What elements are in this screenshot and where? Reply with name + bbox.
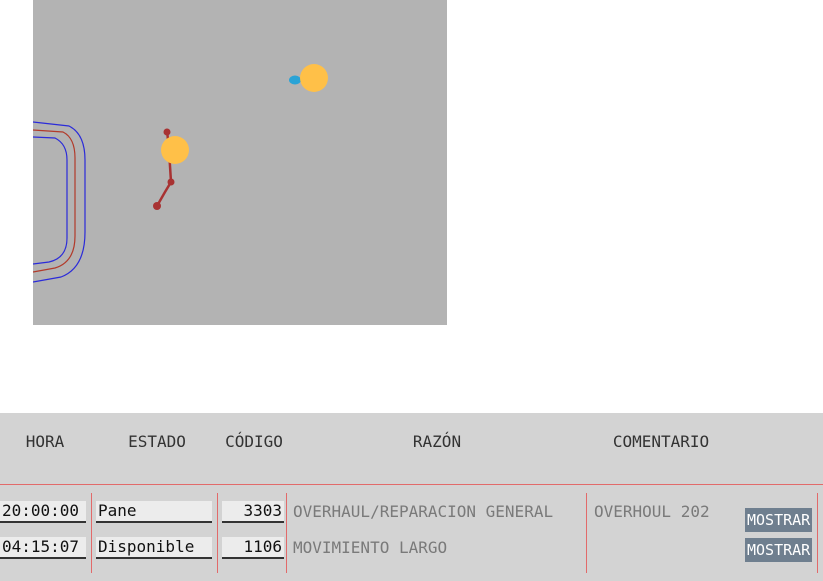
map-canvas[interactable] (33, 0, 447, 325)
row-razon-text: OVERHAUL/REPARACION GENERAL (293, 502, 554, 521)
header-razon: RAZÓN (412, 432, 462, 451)
column-separator (286, 493, 287, 573)
column-separator (217, 493, 218, 573)
events-table: HORA ESTADO CÓDIGO RAZÓN COMENTARIO 20:0… (0, 413, 823, 581)
road-inner-line (33, 136, 68, 265)
row-razon-text: MOVIMIENTO LARGO (293, 538, 448, 557)
column-separator (817, 493, 818, 573)
vehicle-marker-1[interactable] (161, 136, 189, 164)
header-codigo: CÓDIGO (225, 432, 283, 451)
header-estado: ESTADO (128, 432, 186, 451)
vehicle-marker-2[interactable] (300, 64, 328, 92)
track-point-mid (167, 178, 175, 186)
road-outer-line (33, 121, 86, 283)
road-middle-line (33, 129, 76, 273)
row-hora-field[interactable]: 04:15:07 (0, 537, 86, 559)
vehicle-track-blue (289, 75, 301, 85)
row-estado-field[interactable]: Pane (96, 501, 212, 523)
column-separator (91, 493, 92, 573)
row-codigo-field[interactable]: 1106 (222, 537, 284, 559)
track-point-start (163, 128, 171, 136)
column-separator (586, 493, 587, 573)
row-estado-field[interactable]: Disponible (96, 537, 212, 559)
row-codigo-field[interactable]: 3303 (222, 501, 284, 523)
mostrar-button[interactable]: MOSTRAR (745, 538, 813, 562)
header-divider (0, 484, 823, 485)
header-comentario: COMENTARIO (612, 432, 710, 451)
row-hora-field[interactable]: 20:00:00 (0, 501, 86, 523)
header-hora: HORA (25, 432, 65, 451)
mostrar-button[interactable]: MOSTRAR (745, 508, 813, 532)
row-comentario-text: OVERHOUL 202 (594, 502, 710, 521)
track-point-end (153, 202, 161, 210)
map-panel[interactable] (33, 0, 447, 325)
